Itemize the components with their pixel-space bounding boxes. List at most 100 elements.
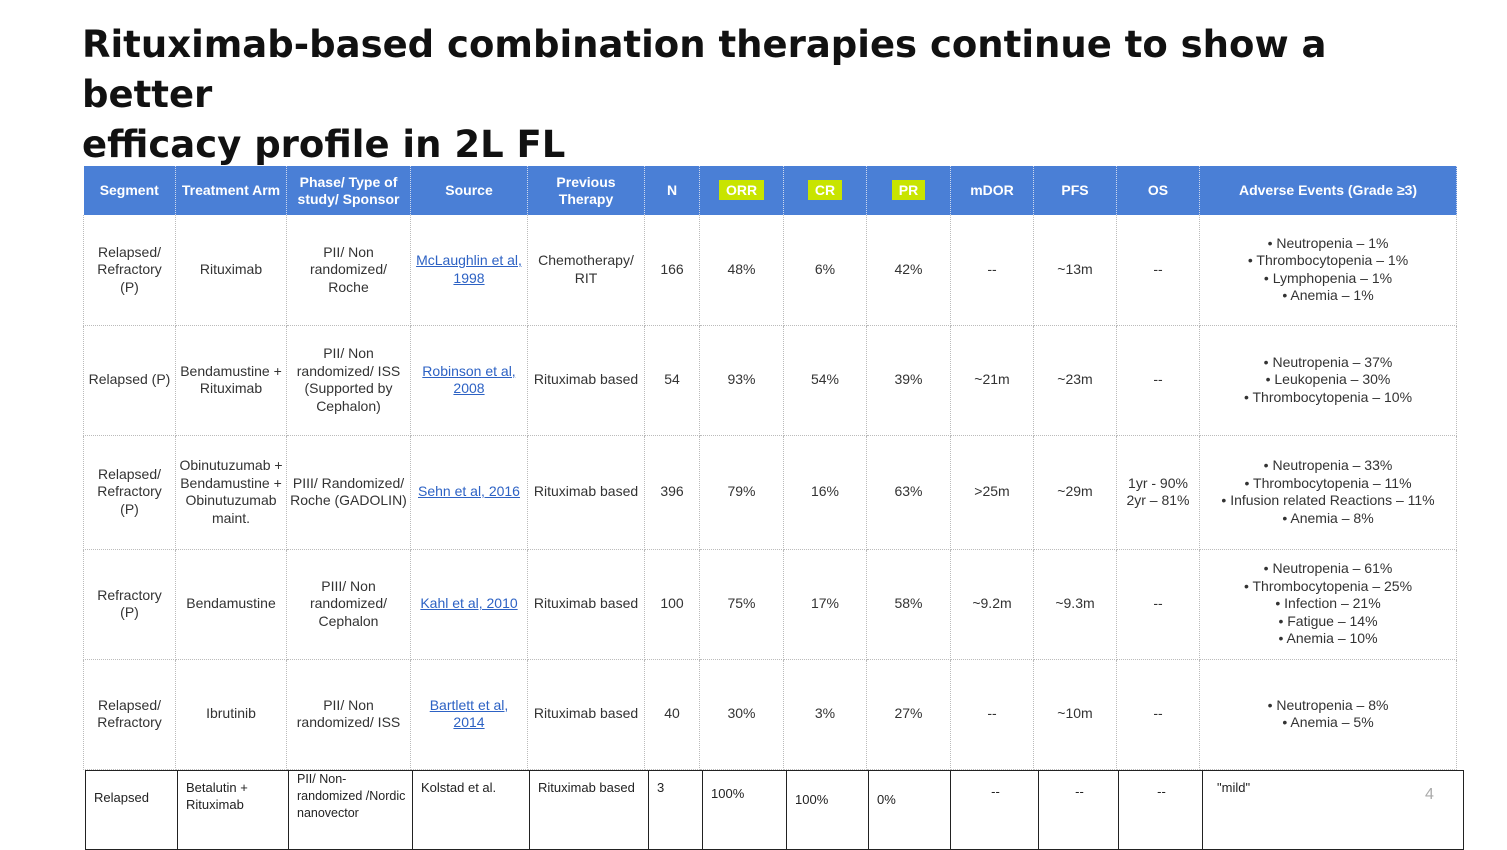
cell-segment: Refractory (P) [83, 549, 176, 660]
cell-pfs: ~23m [1033, 325, 1117, 436]
header-cr-highlight: CR [807, 180, 843, 200]
cell-previous-therapy: Rituximab based [527, 435, 645, 550]
hand-cell-mdor: -- [950, 770, 1039, 850]
header-segment: Segment [83, 166, 176, 215]
hand-cell-adverse-events: "mild" [1202, 770, 1464, 850]
adverse-event-item: Anemia – 8% [1203, 510, 1453, 528]
cell-segment: Relapsed (P) [83, 325, 176, 436]
hand-cell-os: -- [1118, 770, 1203, 850]
adverse-events-list: Neutropenia – 33% Thrombocytopenia – 11%… [1203, 457, 1453, 527]
header-orr: ORR [699, 166, 784, 215]
cell-pr: 27% [866, 659, 951, 770]
adverse-event-item: Neutropenia – 1% [1203, 235, 1453, 253]
cell-cr: 54% [783, 325, 867, 436]
cell-previous-therapy: Rituximab based [527, 659, 645, 770]
header-os: OS [1116, 166, 1200, 215]
header-pr: PR [866, 166, 951, 215]
source-link[interactable]: Robinson et al, 2008 [422, 362, 516, 397]
cell-pfs: ~29m [1033, 435, 1117, 550]
slide-title: Rituximab-based combination therapies co… [82, 20, 1382, 170]
header-mdor: mDOR [950, 166, 1034, 215]
cell-previous-therapy: Rituximab based [527, 549, 645, 660]
adverse-event-item: Anemia – 10% [1203, 630, 1453, 648]
adverse-event-item: Infection – 21% [1203, 595, 1453, 613]
adverse-events-list: Neutropenia – 8% Anemia – 5% [1203, 697, 1453, 732]
header-treatment-arm: Treatment Arm [175, 166, 287, 215]
cell-previous-therapy: Chemotherapy/ RIT [527, 215, 645, 326]
table-header-row: Segment Treatment Arm Phase/ Type of stu… [83, 166, 1457, 215]
cell-orr: 48% [699, 215, 784, 326]
source-link[interactable]: Bartlett et al, 2014 [429, 696, 509, 731]
cell-pr: 42% [866, 215, 951, 326]
header-orr-highlight: ORR [718, 180, 765, 200]
cell-treatment-arm: Ibrutinib [175, 659, 287, 770]
adverse-event-item: Infusion related Reactions – 11% [1203, 492, 1453, 510]
cell-os: 1yr - 90% 2yr – 81% [1116, 435, 1200, 550]
cell-source: Robinson et al, 2008 [410, 325, 528, 436]
adverse-event-item: Anemia – 1% [1203, 287, 1453, 305]
slide-title-line-2: efficacy profile in 2L FL [82, 123, 566, 166]
hand-cell-treatment-arm: Betalutin + Rituximab [177, 770, 289, 850]
adverse-event-item: Neutropenia – 37% [1203, 354, 1453, 372]
cell-adverse-events: Neutropenia – 37% Leukopenia – 30% Throm… [1199, 325, 1457, 436]
table-row: Relapsed/ Refractory Ibrutinib PII/ Non … [83, 659, 1457, 770]
cell-source: Sehn et al, 2016 [410, 435, 528, 550]
adverse-events-list: Neutropenia – 1% Thrombocytopenia – 1% L… [1203, 235, 1453, 305]
hand-cell-cr: 100% [786, 770, 869, 850]
cell-n: 40 [644, 659, 700, 770]
cell-treatment-arm: Bendamustine + Rituximab [175, 325, 287, 436]
table-row: Relapsed (P) Bendamustine + Rituximab PI… [83, 325, 1457, 436]
table-row: Relapsed/ Refractory (P) Obinutuzumab + … [83, 435, 1457, 550]
cell-n: 54 [644, 325, 700, 436]
cell-segment: Relapsed/ Refractory (P) [83, 435, 176, 550]
header-cr: CR [783, 166, 867, 215]
cell-treatment-arm: Bendamustine [175, 549, 287, 660]
cell-treatment-arm: Obinutuzumab + Bendamustine + Obinutuzum… [175, 435, 287, 550]
cell-adverse-events: Neutropenia – 61% Thrombocytopenia – 25%… [1199, 549, 1457, 660]
cell-orr: 93% [699, 325, 784, 436]
source-link[interactable]: McLaughlin et al, 1998 [416, 252, 522, 286]
table-row: Refractory (P) Bendamustine PIII/ Non ra… [83, 549, 1457, 660]
cell-cr: 16% [783, 435, 867, 550]
cell-mdor: -- [950, 659, 1034, 770]
cell-mdor: -- [950, 215, 1034, 326]
cell-phase: PIII/ Non randomized/ Cephalon [286, 549, 411, 660]
adverse-event-item: Neutropenia – 61% [1203, 560, 1453, 578]
adverse-events-list: Neutropenia – 61% Thrombocytopenia – 25%… [1203, 560, 1453, 648]
cell-segment: Relapsed/ Refractory [83, 659, 176, 770]
adverse-event-item: Anemia – 5% [1203, 714, 1453, 732]
cell-treatment-arm: Rituximab [175, 215, 287, 326]
cell-source: McLaughlin et al, 1998 [410, 215, 528, 326]
cell-os: -- [1116, 325, 1200, 436]
adverse-events-list: Neutropenia – 37% Leukopenia – 30% Throm… [1203, 354, 1453, 407]
cell-pr: 58% [866, 549, 951, 660]
cell-phase: PII/ Non randomized/ ISS [286, 659, 411, 770]
hand-cell-segment: Relapsed [85, 770, 178, 850]
hand-cell-phase: PII/ Non-randomized /Nordic nanovector [288, 770, 413, 850]
cell-orr: 30% [699, 659, 784, 770]
adverse-event-item: Lymphopenia – 1% [1203, 270, 1453, 288]
cell-n: 166 [644, 215, 700, 326]
cell-source: Bartlett et al, 2014 [410, 659, 528, 770]
adverse-event-item: Fatigue – 14% [1203, 613, 1453, 631]
header-adverse-events: Adverse Events (Grade ≥3) [1199, 166, 1457, 215]
table-row: Relapsed/ Refractory (P) Rituximab PII/ … [83, 215, 1457, 326]
cell-adverse-events: Neutropenia – 8% Anemia – 5% [1199, 659, 1457, 770]
cell-pfs: ~9.3m [1033, 549, 1117, 660]
cell-n: 396 [644, 435, 700, 550]
cell-pr: 63% [866, 435, 951, 550]
source-link[interactable]: Sehn et al, 2016 [418, 483, 520, 500]
cell-os: -- [1116, 215, 1200, 326]
adverse-event-item: Thrombocytopenia – 1% [1203, 252, 1453, 270]
source-link[interactable]: Kahl et al, 2010 [420, 595, 518, 612]
cell-mdor: ~21m [950, 325, 1034, 436]
hand-cell-pr: 0% [868, 770, 951, 850]
cell-n: 100 [644, 549, 700, 660]
adverse-event-item: Thrombocytopenia – 10% [1203, 389, 1453, 407]
header-pfs: PFS [1033, 166, 1117, 215]
adverse-event-item: Thrombocytopenia – 25% [1203, 578, 1453, 596]
header-phase: Phase/ Type of study/ Sponsor [286, 166, 411, 215]
cell-cr: 6% [783, 215, 867, 326]
handwritten-row: Relapsed Betalutin + Rituximab PII/ Non-… [85, 770, 1464, 850]
cell-segment: Relapsed/ Refractory (P) [83, 215, 176, 326]
